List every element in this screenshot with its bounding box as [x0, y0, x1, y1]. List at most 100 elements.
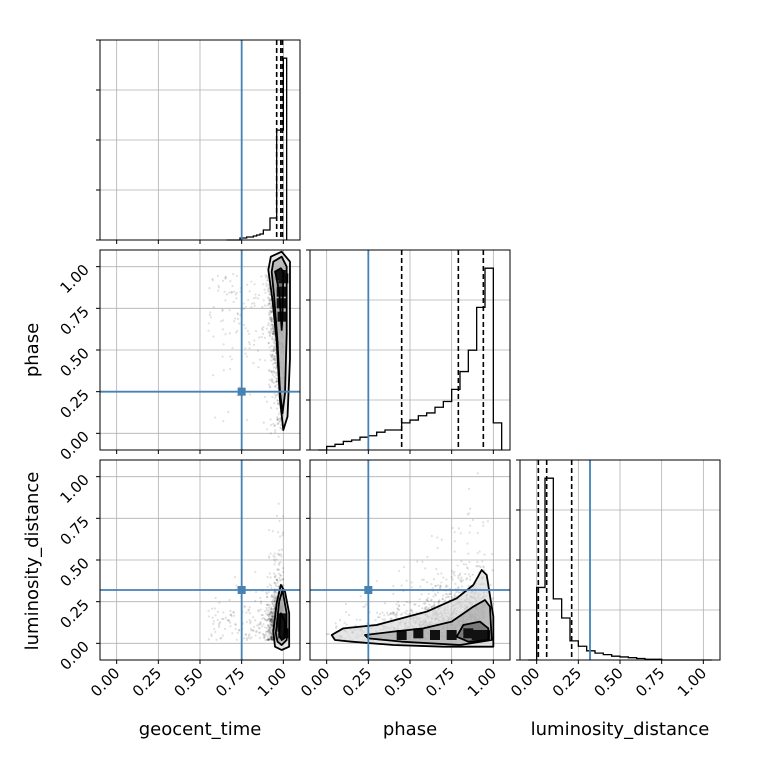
sample-point	[271, 618, 274, 621]
sample-point	[268, 603, 271, 606]
sample-point	[399, 613, 403, 616]
sample-point	[224, 277, 227, 280]
sample-point	[242, 637, 246, 640]
sample-point	[272, 366, 276, 369]
sample-point	[248, 343, 251, 346]
sample-point	[438, 599, 441, 602]
x-tick-label: 0.25	[129, 664, 165, 700]
sample-point	[280, 555, 283, 558]
sample-point	[276, 579, 279, 582]
sample-point	[280, 427, 283, 430]
sample-point	[268, 335, 271, 338]
sample-point	[217, 286, 221, 289]
sample-point	[275, 558, 278, 561]
sample-point	[274, 355, 277, 358]
x-tick-label: 0.75	[632, 664, 668, 700]
sample-point	[268, 583, 271, 586]
sample-point	[427, 592, 430, 595]
sample-point	[216, 289, 220, 292]
sample-point	[465, 577, 469, 580]
sample-point	[392, 611, 395, 615]
sample-point	[405, 609, 408, 613]
y-tick-label: 1.00	[56, 261, 92, 297]
sample-point	[451, 526, 454, 530]
sample-point	[435, 568, 438, 571]
sample-point	[273, 597, 276, 600]
sample-point	[270, 620, 274, 624]
sample-point	[218, 622, 221, 625]
sample-point	[273, 600, 277, 603]
sample-point	[243, 605, 246, 608]
sample-point	[216, 618, 219, 622]
sample-point	[269, 299, 272, 302]
sample-point	[271, 638, 274, 641]
sample-point	[482, 565, 485, 568]
sample-point	[482, 524, 485, 527]
sample-point	[270, 612, 273, 616]
sample-point	[430, 605, 433, 609]
sample-point	[278, 549, 281, 552]
x-tick-label: 1.00	[464, 664, 500, 700]
sample-point	[270, 356, 274, 359]
sample-point	[267, 283, 270, 286]
sample-point	[434, 585, 437, 588]
sample-point	[466, 542, 469, 545]
sample-point	[248, 619, 251, 622]
sample-point	[272, 349, 276, 353]
sample-point	[275, 378, 278, 381]
sample-point	[270, 636, 273, 639]
panel-plot-area	[100, 250, 300, 450]
x-tick-label: 0.75	[212, 664, 248, 700]
sample-point	[254, 293, 257, 296]
y-tick-label: 1.00	[56, 471, 92, 507]
sample-point	[433, 601, 436, 604]
sample-point	[273, 359, 276, 362]
sample-point	[270, 595, 273, 598]
sample-point	[482, 521, 485, 524]
sample-point	[269, 623, 273, 627]
sample-point	[253, 283, 256, 286]
sample-point	[479, 565, 482, 569]
sample-point	[421, 560, 424, 563]
sample-point	[212, 620, 215, 623]
sample-point	[375, 611, 379, 614]
sample-point	[450, 595, 453, 598]
sample-point	[235, 274, 238, 278]
sample-point	[271, 600, 274, 603]
sample-point	[245, 637, 248, 640]
sample-point	[459, 591, 462, 594]
sample-point	[277, 502, 280, 505]
sample-point	[228, 309, 231, 312]
x-tick-label: 0.00	[507, 664, 543, 700]
sample-point	[264, 618, 267, 621]
sample-point	[269, 620, 272, 623]
sample-point	[264, 626, 267, 629]
sample-point	[267, 625, 271, 628]
sample-point	[272, 330, 275, 334]
sample-point	[249, 393, 252, 396]
sample-point	[439, 584, 442, 587]
sample-point	[270, 636, 273, 639]
sample-point	[268, 622, 272, 626]
sample-point	[441, 597, 444, 600]
sample-point	[273, 345, 276, 348]
sample-point	[267, 322, 270, 325]
sample-point	[271, 619, 275, 622]
sample-point	[270, 632, 273, 636]
sample-point	[444, 593, 448, 596]
sample-point	[210, 607, 214, 610]
x-axis-label-geocent-time: geocent_time	[139, 719, 262, 740]
density-core	[278, 628, 289, 639]
sample-point	[270, 370, 273, 373]
sample-point	[490, 552, 494, 556]
sample-point	[273, 357, 276, 361]
sample-point	[272, 329, 275, 333]
sample-point	[275, 578, 278, 581]
sample-point	[468, 531, 471, 534]
sample-point	[265, 608, 268, 612]
sample-point	[265, 284, 268, 288]
sample-point	[270, 320, 273, 323]
sample-point	[276, 418, 279, 421]
sample-point	[261, 613, 264, 617]
sample-point	[248, 332, 251, 335]
